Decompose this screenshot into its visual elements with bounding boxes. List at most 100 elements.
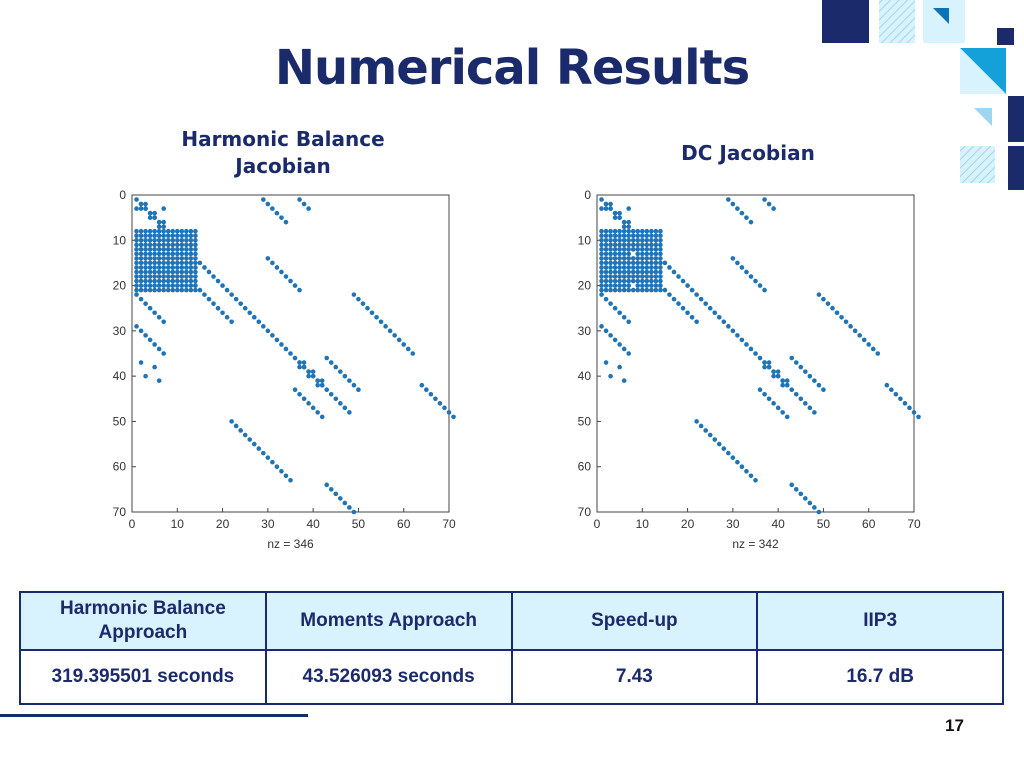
nonzero-dot xyxy=(161,265,166,270)
nonzero-dot xyxy=(188,228,194,234)
nonzero-dot xyxy=(342,373,348,379)
right-chart-caption: DC Jacobian xyxy=(681,141,815,165)
nonzero-dot xyxy=(165,247,171,252)
nonzero-dot xyxy=(165,242,171,248)
nonzero-dot xyxy=(807,405,813,411)
nonzero-dot xyxy=(612,233,618,239)
nonzero-dot xyxy=(347,410,352,415)
nonzero-dot xyxy=(193,287,198,293)
nonzero-dot xyxy=(612,247,618,252)
nonzero-dot xyxy=(184,247,189,252)
nonzero-dot xyxy=(658,287,663,293)
nonzero-dot xyxy=(174,274,180,279)
y-tick-label: 10 xyxy=(578,233,592,247)
nonzero-dot xyxy=(617,210,622,216)
nonzero-dot xyxy=(748,473,754,479)
nonzero-dot xyxy=(639,265,645,270)
nonzero-dot xyxy=(848,324,853,329)
nonzero-dot xyxy=(156,233,162,239)
nonzero-dot xyxy=(621,274,627,279)
nonzero-dot xyxy=(784,378,790,383)
nonzero-dot xyxy=(143,247,148,252)
nonzero-dot xyxy=(653,256,659,261)
nonzero-dot xyxy=(156,287,162,293)
nonzero-dot xyxy=(612,215,618,220)
nonzero-dot xyxy=(143,274,148,279)
nonzero-dot xyxy=(730,455,736,460)
nonzero-dot xyxy=(156,269,162,275)
nonzero-dot xyxy=(143,278,148,284)
nonzero-dot xyxy=(816,292,822,297)
nonzero-dot xyxy=(206,296,212,302)
nonzero-dot xyxy=(165,228,171,234)
nonzero-dot xyxy=(279,342,284,347)
nonzero-dot xyxy=(220,310,225,316)
nonzero-dot xyxy=(270,206,275,211)
nonzero-dot xyxy=(138,228,144,234)
nonzero-dot xyxy=(735,206,740,211)
nonzero-dot xyxy=(599,256,604,261)
nonzero-dot xyxy=(179,233,185,239)
nonzero-dot xyxy=(184,237,189,243)
nonzero-dot xyxy=(188,260,194,266)
nonzero-dot xyxy=(780,378,785,383)
nonzero-dot xyxy=(188,265,194,270)
nonzero-dot xyxy=(143,373,148,379)
nonzero-dot xyxy=(211,274,216,279)
nonzero-dot xyxy=(621,269,627,275)
nonzero-dot xyxy=(138,360,144,365)
nonzero-dot xyxy=(143,301,148,306)
nonzero-dot xyxy=(138,251,144,257)
nonzero-dot xyxy=(658,228,663,234)
nonzero-dot xyxy=(274,337,280,343)
nonzero-dot xyxy=(621,233,627,239)
nonzero-dot xyxy=(143,265,148,270)
nonzero-dot xyxy=(617,274,622,279)
nonzero-dot xyxy=(156,219,162,225)
nonzero-dot xyxy=(911,410,917,415)
nonzero-dot xyxy=(152,210,157,216)
nonzero-dot xyxy=(712,310,718,316)
nonzero-dot xyxy=(138,233,144,239)
nonzero-dot xyxy=(174,260,180,266)
nonzero-dot xyxy=(798,396,804,402)
nonzero-dot xyxy=(612,242,618,248)
nonzero-dot xyxy=(621,228,627,234)
x-tick-label: 40 xyxy=(771,517,785,531)
header-harmonic-balance: Harmonic Balance Approach xyxy=(19,591,267,651)
table-row: 319.395501 seconds 43.526093 seconds 7.4… xyxy=(19,649,1004,705)
nonzero-dot xyxy=(315,382,320,388)
nonzero-dot xyxy=(442,405,447,411)
nonzero-dot xyxy=(612,278,618,284)
nonzero-dot xyxy=(612,337,618,343)
nonzero-dot xyxy=(753,278,758,284)
nonzero-dot xyxy=(147,237,153,243)
nonzero-dot xyxy=(626,278,631,284)
nonzero-dot xyxy=(649,265,654,270)
nonzero-dot xyxy=(635,233,641,239)
nonzero-dot xyxy=(161,260,166,266)
x-axis-label: nz = 346 xyxy=(267,537,314,551)
nonzero-dot xyxy=(726,324,731,329)
nonzero-dot xyxy=(351,382,357,388)
nonzero-dot xyxy=(834,310,840,316)
y-tick-label: 70 xyxy=(113,505,127,519)
footer-divider xyxy=(0,714,308,717)
x-tick-label: 10 xyxy=(171,517,185,531)
nonzero-dot xyxy=(626,274,631,279)
nonzero-dot xyxy=(812,410,817,415)
nonzero-dot xyxy=(193,256,198,261)
nonzero-dot xyxy=(147,260,153,266)
nonzero-dot xyxy=(603,283,609,288)
nonzero-dot xyxy=(138,256,144,261)
nonzero-dot xyxy=(138,265,144,270)
nonzero-dot xyxy=(215,278,221,284)
x-tick-label: 20 xyxy=(681,517,695,531)
nonzero-dot xyxy=(735,260,740,266)
nonzero-dot xyxy=(279,215,284,220)
nonzero-dot xyxy=(310,373,316,379)
nonzero-dot xyxy=(599,265,604,270)
nonzero-dot xyxy=(653,269,659,275)
nonzero-dot xyxy=(143,201,148,207)
nonzero-dot xyxy=(739,337,745,343)
